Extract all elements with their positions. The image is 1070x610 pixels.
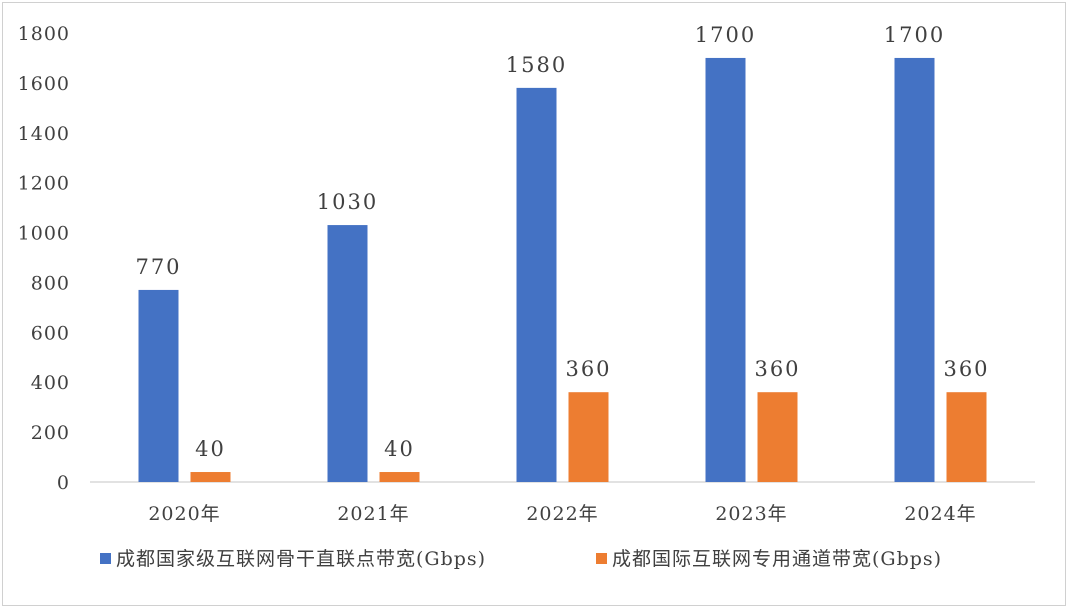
legend: 成都国家级互联网骨干直联点带宽(Gbps) 成都国际互联网专用通道带宽(Gbps… — [100, 548, 942, 570]
y-tick-label: 400 — [31, 372, 70, 394]
x-tick-label: 2021年 — [337, 503, 409, 525]
y-tick-label: 1200 — [18, 173, 70, 195]
y-tick-label: 1400 — [18, 123, 70, 145]
data-label: 1700 — [695, 23, 756, 47]
data-label: 40 — [384, 437, 415, 461]
data-label: 1700 — [884, 23, 945, 47]
data-label: 360 — [754, 357, 800, 381]
x-axis-ticks: 2020年 2021年 2022年 2023年 2024年 — [148, 503, 976, 525]
data-label: 770 — [135, 255, 181, 279]
x-tick-label: 2024年 — [904, 503, 976, 525]
data-label: 1580 — [506, 53, 567, 77]
data-labels-group: 770 40 1030 40 1580 360 1700 360 1700 360 — [135, 23, 989, 461]
legend-label-series-2: 成都国际互联网专用通道带宽(Gbps) — [612, 548, 942, 570]
y-tick-label: 1800 — [18, 23, 70, 45]
y-tick-label: 1600 — [18, 73, 70, 95]
y-tick-label: 0 — [57, 472, 70, 494]
bar-series-1 — [894, 57, 935, 482]
y-axis-ticks: 0 200 400 600 800 1000 1200 1400 1600 1800 — [18, 23, 70, 494]
data-label: 360 — [943, 357, 989, 381]
x-tick-label: 2020年 — [148, 503, 220, 525]
y-tick-label: 200 — [31, 422, 70, 444]
y-tick-label: 1000 — [18, 223, 70, 245]
x-tick-label: 2022年 — [526, 503, 598, 525]
y-tick-label: 800 — [31, 272, 70, 294]
bar-series-1 — [516, 87, 557, 482]
bar-series-2 — [757, 392, 798, 482]
bars-group — [138, 57, 987, 483]
bar-series-2 — [190, 472, 231, 482]
x-tick-label: 2023年 — [715, 503, 787, 525]
bar-series-2 — [946, 392, 987, 482]
y-tick-label: 600 — [31, 322, 70, 344]
bar-series-1 — [138, 289, 179, 482]
data-label: 360 — [565, 357, 611, 381]
bar-series-1 — [327, 225, 368, 483]
legend-swatch-series-1 — [100, 553, 111, 564]
data-label: 40 — [195, 437, 226, 461]
data-label: 1030 — [317, 190, 378, 214]
bar-series-2 — [568, 392, 609, 482]
legend-label-series-1: 成都国家级互联网骨干直联点带宽(Gbps) — [116, 548, 486, 570]
legend-swatch-series-2 — [596, 553, 607, 564]
bar-series-2 — [379, 472, 420, 482]
bar-series-1 — [705, 57, 746, 482]
